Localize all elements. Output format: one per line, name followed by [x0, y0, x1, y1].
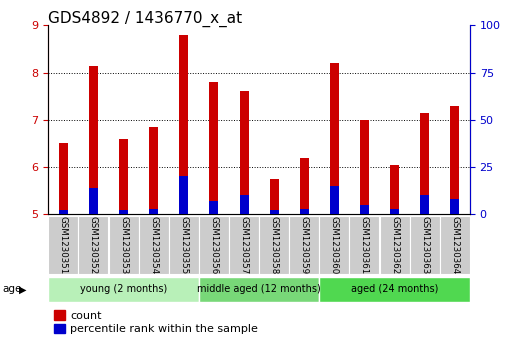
Bar	[89, 65, 98, 214]
Bar	[59, 211, 68, 214]
Text: GSM1230364: GSM1230364	[450, 216, 459, 274]
Text: GSM1230363: GSM1230363	[420, 216, 429, 274]
Legend: count, percentile rank within the sample: count, percentile rank within the sample	[54, 310, 259, 334]
Bar	[420, 113, 429, 214]
Text: GSM1230351: GSM1230351	[59, 216, 68, 274]
Text: GSM1230356: GSM1230356	[209, 216, 218, 274]
Bar	[149, 208, 158, 214]
Text: GSM1230359: GSM1230359	[300, 216, 309, 274]
Text: GSM1230357: GSM1230357	[239, 216, 248, 274]
Bar	[48, 216, 78, 274]
Text: GSM1230361: GSM1230361	[360, 216, 369, 274]
Bar	[59, 143, 68, 214]
Bar	[78, 216, 108, 274]
Bar	[320, 277, 470, 302]
Bar	[229, 216, 259, 274]
Bar	[179, 35, 188, 214]
Text: GSM1230362: GSM1230362	[390, 216, 399, 274]
Bar	[300, 158, 309, 214]
Bar	[300, 208, 309, 214]
Bar	[199, 277, 319, 302]
Bar	[410, 216, 440, 274]
Bar	[209, 201, 218, 214]
Bar	[360, 120, 369, 214]
Bar	[259, 216, 289, 274]
Text: aged (24 months): aged (24 months)	[351, 285, 438, 294]
Bar	[239, 91, 248, 214]
Text: age: age	[3, 285, 22, 294]
Text: GSM1230352: GSM1230352	[89, 216, 98, 274]
Bar	[119, 139, 128, 214]
Bar	[330, 63, 339, 214]
Bar	[420, 195, 429, 214]
Bar	[390, 208, 399, 214]
Bar	[450, 199, 459, 214]
Text: GDS4892 / 1436770_x_at: GDS4892 / 1436770_x_at	[48, 11, 242, 27]
Bar	[119, 211, 128, 214]
Bar	[239, 195, 248, 214]
Bar	[390, 165, 399, 214]
Text: GSM1230358: GSM1230358	[270, 216, 279, 274]
Bar	[350, 216, 379, 274]
Bar	[199, 216, 229, 274]
Bar	[209, 82, 218, 214]
Text: GSM1230353: GSM1230353	[119, 216, 128, 274]
Bar	[109, 216, 139, 274]
Bar	[149, 127, 158, 214]
Text: young (2 months): young (2 months)	[80, 285, 167, 294]
Bar	[330, 186, 339, 214]
Text: GSM1230354: GSM1230354	[149, 216, 158, 274]
Bar	[450, 106, 459, 214]
Bar	[48, 277, 199, 302]
Bar	[139, 216, 169, 274]
Bar	[360, 205, 369, 214]
Bar	[270, 179, 279, 214]
Bar	[379, 216, 409, 274]
Bar	[270, 211, 279, 214]
Text: ▶: ▶	[19, 285, 27, 294]
Text: GSM1230360: GSM1230360	[330, 216, 339, 274]
Text: middle aged (12 months): middle aged (12 months)	[197, 285, 321, 294]
Bar	[179, 176, 188, 214]
Text: GSM1230355: GSM1230355	[179, 216, 188, 274]
Bar	[289, 216, 319, 274]
Bar	[320, 216, 350, 274]
Bar	[89, 188, 98, 214]
Bar	[169, 216, 199, 274]
Bar	[440, 216, 470, 274]
